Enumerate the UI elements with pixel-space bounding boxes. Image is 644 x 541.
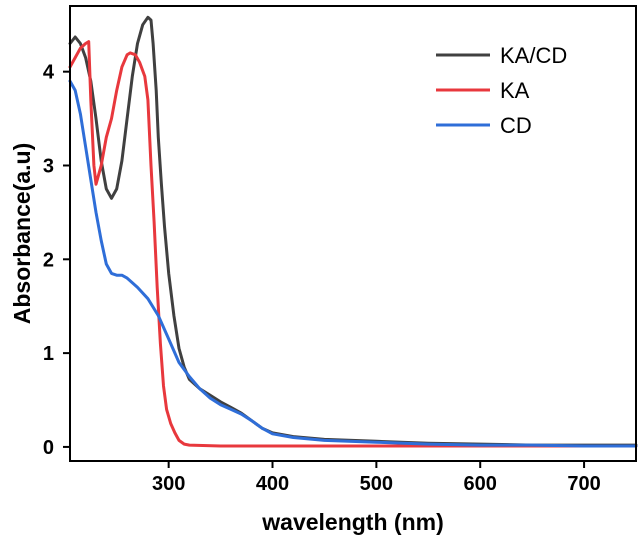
y-axis: 0 1 2 3 4 (43, 62, 70, 459)
series-line (68, 79, 638, 448)
y-tick-label: 1 (43, 343, 54, 365)
y-tick-label: 2 (43, 249, 54, 271)
y-tick-label: 0 (43, 437, 54, 459)
plot-frame (69, 5, 637, 462)
legend: KA/CD KA CD (436, 43, 567, 138)
x-tick-label: 500 (360, 473, 393, 495)
series-line (68, 40, 638, 448)
x-tick-label: 300 (152, 473, 185, 495)
plot-lines (68, 15, 638, 448)
y-tick-label: 4 (43, 62, 55, 84)
x-tick-label: 600 (464, 473, 497, 495)
y-axis-label: Absorbance(a.u) (9, 143, 35, 324)
legend-entry: KA/CD (500, 43, 567, 68)
x-axis-label: wavelength (nm) (261, 509, 443, 535)
y-tick-label: 3 (43, 155, 54, 177)
legend-entry: KA (500, 78, 530, 103)
legend-entry: CD (500, 113, 532, 138)
x-tick-label: 700 (567, 473, 600, 495)
x-tick-label: 400 (256, 473, 289, 495)
x-axis: 300 400 500 600 700 (152, 461, 601, 495)
